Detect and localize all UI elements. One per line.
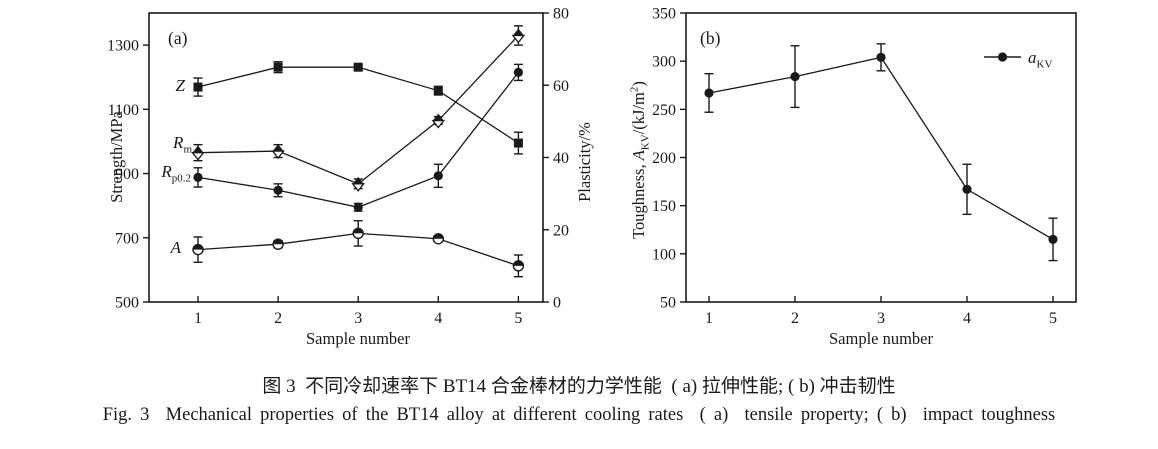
svg-text:60: 60: [553, 78, 569, 95]
svg-text:200: 200: [652, 150, 676, 167]
svg-text:700: 700: [115, 230, 139, 247]
svg-text:1300: 1300: [107, 38, 139, 55]
svg-text:Z: Z: [176, 76, 186, 95]
svg-text:500: 500: [115, 295, 139, 312]
svg-text:350: 350: [652, 6, 676, 23]
svg-text:150: 150: [652, 198, 676, 215]
svg-text:(b): (b): [700, 28, 721, 48]
chart-impact-toughness: 50 100 150 200 250 300 350 1 2 3 4 5 Sample number To…: [629, 6, 1077, 348]
svg-text:1: 1: [194, 310, 202, 327]
svg-text:900: 900: [115, 166, 139, 183]
svg-text:Sample number: Sample number: [306, 329, 411, 348]
svg-text:Sample number: Sample number: [829, 329, 934, 348]
svg-text:Rp0.2: Rp0.2: [160, 162, 191, 184]
svg-text:5: 5: [514, 310, 522, 327]
svg-text:80: 80: [553, 6, 569, 23]
svg-text:A: A: [170, 238, 182, 257]
svg-text:1100: 1100: [108, 102, 139, 119]
svg-text:3: 3: [877, 310, 885, 327]
svg-text:300: 300: [652, 54, 676, 71]
svg-text:3: 3: [354, 310, 362, 327]
chart-tensile-properties: 500 700 900 1100 1300 0 20 40 60 80 1 2 3 4 5 Sample nu…: [107, 6, 594, 349]
svg-text:0: 0: [553, 295, 561, 312]
svg-text:Strength/MPa: Strength/MPa: [107, 110, 126, 202]
svg-text:2: 2: [274, 310, 282, 327]
svg-text:20: 20: [553, 222, 569, 239]
svg-text:50: 50: [660, 295, 676, 312]
svg-text:2: 2: [791, 310, 799, 327]
svg-text:4: 4: [963, 310, 971, 327]
svg-text:Rm: Rm: [172, 133, 192, 155]
figure-caption: 图 3 不同冷却速率下 BT14 合金棒材的力学性能 ( a) 拉伸性能; ( …: [0, 372, 1158, 430]
svg-text:Toughness, AKV/(kJ/m2): Toughness, AKV/(kJ/m2): [629, 81, 652, 239]
svg-text:Plasticity/%: Plasticity/%: [575, 122, 594, 202]
caption-chinese: 图 3 不同冷却速率下 BT14 合金棒材的力学性能 ( a) 拉伸性能; ( …: [262, 376, 896, 397]
svg-text:1: 1: [705, 310, 713, 327]
svg-text:(a): (a): [168, 28, 188, 48]
svg-text:aKV: aKV: [1028, 48, 1052, 70]
svg-text:5: 5: [1049, 310, 1057, 327]
svg-text:40: 40: [553, 150, 569, 167]
svg-text:100: 100: [652, 246, 676, 263]
caption-english: Fig. 3 Mechanical properties of the BT14…: [102, 405, 1056, 426]
svg-text:4: 4: [434, 310, 442, 327]
svg-text:250: 250: [652, 102, 676, 119]
